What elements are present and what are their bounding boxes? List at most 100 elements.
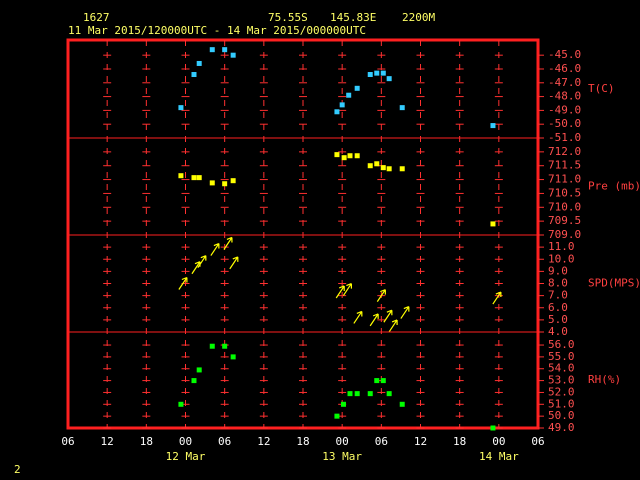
panel-label: Pre (mb) [588, 180, 640, 193]
wind-arrow [353, 310, 363, 324]
data-point [334, 152, 340, 158]
wind-arrow [342, 283, 352, 296]
y-tick-label: 54.0 [548, 362, 575, 375]
data-point [178, 105, 184, 111]
wind-arrow [223, 236, 233, 250]
data-point [347, 153, 353, 159]
x-tick-label: 06 [218, 435, 231, 448]
panel-label: RH(%) [588, 373, 621, 386]
y-tick-label: 712.0 [548, 145, 581, 158]
page-number: 2 [14, 463, 21, 476]
data-point [222, 47, 228, 53]
date-label: 13 Mar [322, 450, 362, 463]
data-point [367, 391, 373, 397]
y-tick-label: -45.0 [548, 48, 581, 61]
wind-arrow [376, 289, 386, 302]
panel-label: T(C) [588, 82, 615, 95]
y-tick-label: 50.0 [548, 409, 575, 422]
y-tick-label: 711.5 [548, 159, 581, 172]
data-point [196, 60, 202, 66]
x-tick-label: 18 [453, 435, 466, 448]
y-tick-label: -50.0 [548, 117, 581, 130]
x-tick-label: 12 [414, 435, 427, 448]
y-tick-label: -48.0 [548, 90, 581, 103]
y-tick-label: 49.0 [548, 421, 575, 434]
data-point [341, 155, 347, 161]
data-point [380, 70, 386, 76]
data-point [386, 166, 392, 172]
x-tick-label: 00 [492, 435, 505, 448]
wind-arrow [229, 256, 239, 270]
wind-arrow [335, 285, 345, 299]
data-point [346, 92, 352, 98]
y-tick-label: -46.0 [548, 62, 581, 75]
x-tick-label: 06 [375, 435, 388, 448]
data-point [347, 391, 353, 397]
data-point [334, 109, 340, 115]
data-point [196, 175, 202, 181]
data-point [367, 72, 373, 78]
data-point [222, 343, 228, 349]
x-tick-label: 12 [257, 435, 270, 448]
date-label: 12 Mar [166, 450, 206, 463]
y-tick-label: -47.0 [548, 76, 581, 89]
data-point [340, 401, 346, 407]
data-point [191, 72, 197, 78]
data-point [339, 102, 345, 108]
data-point [209, 180, 215, 186]
y-tick-label: 709.5 [548, 214, 581, 227]
longitude: 145.83E [330, 11, 376, 24]
wind-arrow [400, 306, 410, 319]
x-tick-label: 12 [101, 435, 114, 448]
data-point [191, 378, 197, 384]
wind-arrow [210, 242, 220, 256]
latitude: 75.55S [268, 11, 308, 24]
wind-arrow [191, 261, 201, 275]
x-tick-label: 06 [61, 435, 74, 448]
data-point [490, 123, 496, 129]
data-point [399, 105, 405, 111]
y-tick-label: 5.0 [548, 313, 568, 326]
data-point [354, 391, 360, 397]
y-tick-label: 51.0 [548, 397, 575, 410]
data-point [386, 76, 392, 82]
date-label: 14 Mar [479, 450, 519, 463]
y-tick-label: 53.0 [548, 374, 575, 387]
y-tick-label: 52.0 [548, 385, 575, 398]
elevation: 2200M [402, 11, 435, 24]
x-tick-label: 18 [140, 435, 153, 448]
y-tick-label: -51.0 [548, 131, 581, 144]
y-tick-label: 710.0 [548, 200, 581, 213]
y-tick-label: 10.0 [548, 252, 575, 265]
data-point [380, 165, 386, 171]
data-point [230, 178, 236, 184]
x-tick-label: 00 [336, 435, 349, 448]
wind-arrow [388, 319, 398, 333]
y-tick-label: 8.0 [548, 277, 568, 290]
panel-label: SPD(MPS) [588, 277, 640, 290]
data-point [374, 161, 380, 167]
data-point [354, 153, 360, 159]
data-point [230, 354, 236, 360]
y-tick-label: 709.0 [548, 228, 581, 241]
data-point [374, 378, 380, 384]
data-point [386, 391, 392, 397]
data-point [209, 47, 215, 53]
x-tick-label: 06 [531, 435, 544, 448]
data-point [209, 343, 215, 349]
data-point [230, 52, 236, 58]
y-tick-label: 710.5 [548, 186, 581, 199]
data-point [334, 413, 340, 419]
wind-arrow [369, 313, 379, 327]
y-tick-label: 9.0 [548, 264, 568, 277]
wind-arrow [197, 255, 207, 269]
data-point [380, 378, 386, 384]
wind-arrow [492, 291, 502, 305]
y-tick-label: 7.0 [548, 289, 568, 302]
station-id: 1627 [83, 11, 110, 24]
y-tick-label: 55.0 [548, 350, 575, 363]
data-point [490, 425, 496, 431]
data-point [367, 163, 373, 169]
